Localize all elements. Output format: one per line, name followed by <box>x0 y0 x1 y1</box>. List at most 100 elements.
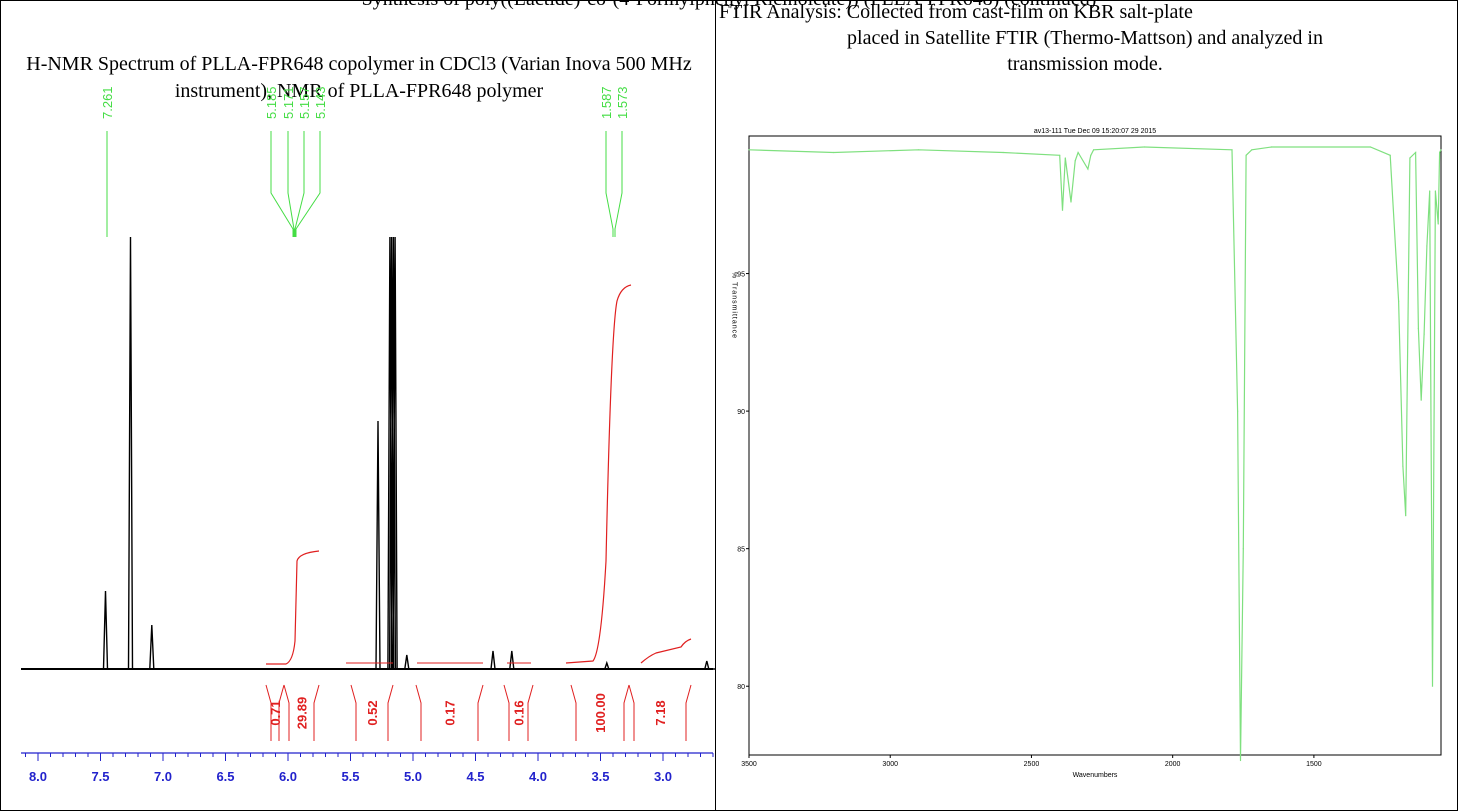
nmr-panel: H-NMR Spectrum of PLLA-FPR648 copolymer … <box>0 0 716 811</box>
ftir-data-point <box>1245 154 1247 156</box>
nmr-integral-bracket <box>415 684 484 741</box>
nmr-peak-label: 1.573 <box>615 86 630 119</box>
ftir-y-tick-label: 80 <box>737 684 745 691</box>
cut-off-heading: Synthesis of poly((Lactide)-co-(4-Formyl… <box>0 0 1458 11</box>
ftir-caption-line2: placed in Satellite FTIR (Thermo-Mattson… <box>847 27 1323 49</box>
ftir-data-point <box>1429 190 1431 192</box>
ftir-plot-frame <box>748 135 1442 756</box>
ftir-spectrum-line <box>748 146 1442 761</box>
ftir-y-tick-label: 95 <box>737 272 745 279</box>
nmr-axis-tick-label: 4.5 <box>466 769 484 784</box>
ftir-data-point <box>1239 759 1242 762</box>
ftir-data-point <box>833 151 835 154</box>
nmr-peak-label: 5.171 <box>281 86 296 119</box>
nmr-axis-tick-label: 8.0 <box>29 769 47 784</box>
nmr-integral-value: 29.89 <box>295 697 310 730</box>
ftir-data-point <box>1059 154 1061 156</box>
nmr-integral-bracket <box>503 684 534 741</box>
ftir-data-point <box>1242 548 1244 550</box>
nmr-peak-label-leader <box>605 131 614 237</box>
ftir-data-point <box>1270 146 1273 148</box>
ftir-data-point <box>1437 223 1439 225</box>
nmr-axis-tick-label: 6.0 <box>279 769 297 784</box>
ftir-data-point <box>1093 149 1095 151</box>
ftir-data-point <box>1074 160 1076 162</box>
ftir-data-point <box>1251 149 1253 151</box>
nmr-spectrum: 7.261 5.185 5.171 5.157 5.143 1.587 1.573 0.71 2… <box>21 86 715 784</box>
nmr-caption: H-NMR Spectrum of PLLA-FPR648 copolymer … <box>26 53 692 102</box>
nmr-peak-label: 7.261 <box>100 86 115 119</box>
ftir-data-point <box>1090 154 1092 156</box>
nmr-axis-tick-label: 4.0 <box>529 769 547 784</box>
nmr-integral-value: 0.52 <box>365 700 380 725</box>
nmr-integral-bracket <box>350 684 394 741</box>
ftir-data-point <box>1061 209 1064 211</box>
nmr-peak-label: 5.185 <box>264 86 279 119</box>
ftir-data-point <box>1064 157 1066 159</box>
nmr-integral-value: 0.17 <box>443 700 458 725</box>
nmr-integral-bracket <box>265 684 285 741</box>
ftir-y-tick-label: 85 <box>737 547 745 554</box>
nmr-peak-label: 5.143 <box>313 86 328 119</box>
nmr-peak-label-leader <box>294 131 305 237</box>
ftir-data-point <box>1439 151 1441 154</box>
ftir-data-point <box>1389 154 1391 156</box>
ftir-data-point <box>1077 151 1079 154</box>
ftir-data-point <box>1431 685 1434 687</box>
ftir-data-point <box>1434 190 1436 192</box>
nmr-integral-curve <box>565 284 632 664</box>
nmr-integral-value: 0.16 <box>512 700 527 725</box>
nmr-integral-bracket <box>283 684 320 741</box>
ftir-data-point <box>1231 149 1233 151</box>
nmr-axis-tick-label: 5.0 <box>404 769 422 784</box>
ftir-data-point <box>1369 146 1371 148</box>
ftir-data-point <box>1417 328 1419 330</box>
ftir-data-point <box>1426 245 1428 247</box>
nmr-spectrum-trace <box>21 236 715 670</box>
ftir-caption-line3: transmission mode. <box>1007 53 1163 75</box>
ftir-y-axis-label: % Transmittance <box>731 272 738 339</box>
ftir-data-point <box>1402 465 1404 467</box>
nmr-peak-label: 5.157 <box>297 86 312 119</box>
ftir-x-tick-label: 2000 <box>1165 761 1181 768</box>
ftir-panel: FTIR Analysis: Collected from cast-film … <box>715 0 1458 811</box>
ftir-data-point <box>1237 410 1239 412</box>
ftir-x-axis-label: Wavenumbers <box>1073 772 1118 779</box>
nmr-axis-tick-label: 3.5 <box>591 769 609 784</box>
nmr-axis-tick-label: 7.5 <box>91 769 109 784</box>
ftir-x-tick-label: 2500 <box>1024 761 1040 768</box>
nmr-integral-curve <box>266 550 320 665</box>
nmr-integral-curve <box>640 638 692 664</box>
ftir-x-tick-label: 3500 <box>741 761 757 768</box>
nmr-integral-bracket <box>628 684 692 741</box>
nmr-baseline <box>21 668 713 670</box>
nmr-integral-value: 0.71 <box>268 700 283 725</box>
nmr-axis-tick-label: 7.0 <box>154 769 172 784</box>
ftir-x-tick-label: 3000 <box>882 761 898 768</box>
nmr-integral-value: 100.00 <box>593 693 608 733</box>
ftir-data-point <box>1409 157 1411 159</box>
ftir-data-point <box>917 149 920 151</box>
nmr-axis-tick-label: 5.5 <box>341 769 359 784</box>
nmr-peak-label: 1.587 <box>599 86 614 119</box>
nmr-axis-tick-label: 6.5 <box>216 769 234 784</box>
nmr-axis-tick-label: 3.0 <box>654 769 672 784</box>
nmr-peak-label-leader <box>270 131 294 237</box>
nmr-integral-bracket <box>570 684 630 741</box>
ftir-data-point <box>1423 333 1425 335</box>
ftir-data-point <box>1420 399 1422 401</box>
ftir-caption-line1: FTIR Analysis: Collected from cast-film … <box>719 1 1193 23</box>
ftir-data-point <box>1440 149 1442 151</box>
ftir-data-point <box>1143 146 1145 148</box>
ftir-data-point <box>1415 151 1417 154</box>
nmr-integral-value: 7.18 <box>653 700 668 725</box>
ftir-data-point <box>1070 201 1072 203</box>
ftir-chart: av13-111 Tue Dec 09 15:20:07 29 2015 95 90… <box>731 128 1442 779</box>
ftir-plot-title: av13-111 Tue Dec 09 15:20:07 29 2015 <box>1034 128 1156 135</box>
ftir-data-point <box>1398 300 1400 302</box>
ftir-data-point <box>1002 151 1004 154</box>
nmr-peak-label-leader <box>295 131 321 237</box>
ftir-x-tick-label: 1500 <box>1306 761 1322 768</box>
ftir-data-point <box>1405 515 1407 517</box>
ftir-data-point <box>748 149 750 151</box>
